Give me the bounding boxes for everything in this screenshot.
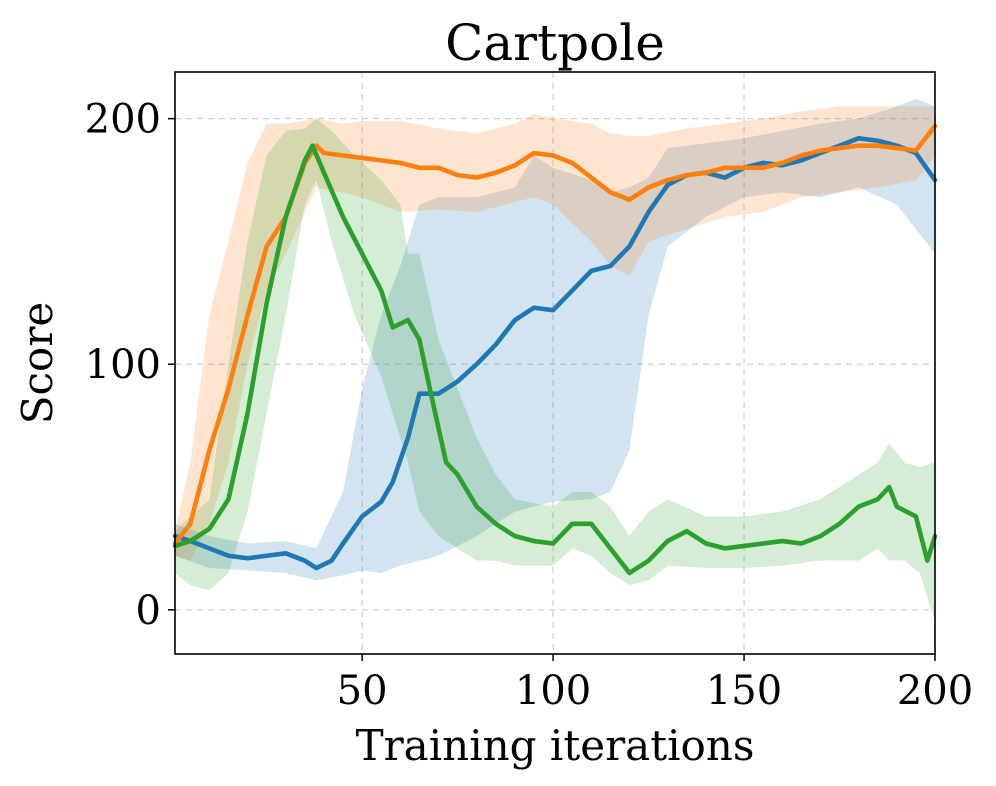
x-tick-label: 100	[515, 668, 591, 714]
x-axis-label: Training iterations	[356, 721, 755, 770]
y-tick-label: 100	[85, 342, 161, 388]
line-green	[172, 143, 938, 576]
x-tick-label: 50	[337, 668, 388, 714]
ticks: 50 100 150 200 0 100 200	[85, 97, 974, 714]
series-lines	[172, 123, 938, 576]
x-tick-label: 150	[706, 668, 782, 714]
line-blue	[172, 136, 938, 571]
y-tick-label: 0	[136, 588, 161, 634]
x-tick-label: 200	[897, 668, 973, 714]
band-orange	[175, 106, 935, 561]
band-green	[175, 118, 935, 623]
plot-frame	[174, 71, 936, 655]
chart-title: Cartpole	[445, 14, 665, 72]
y-axis-label: Score	[13, 302, 62, 425]
band-blue	[175, 99, 935, 581]
y-tick-label: 200	[85, 97, 161, 143]
confidence-bands	[175, 99, 935, 623]
